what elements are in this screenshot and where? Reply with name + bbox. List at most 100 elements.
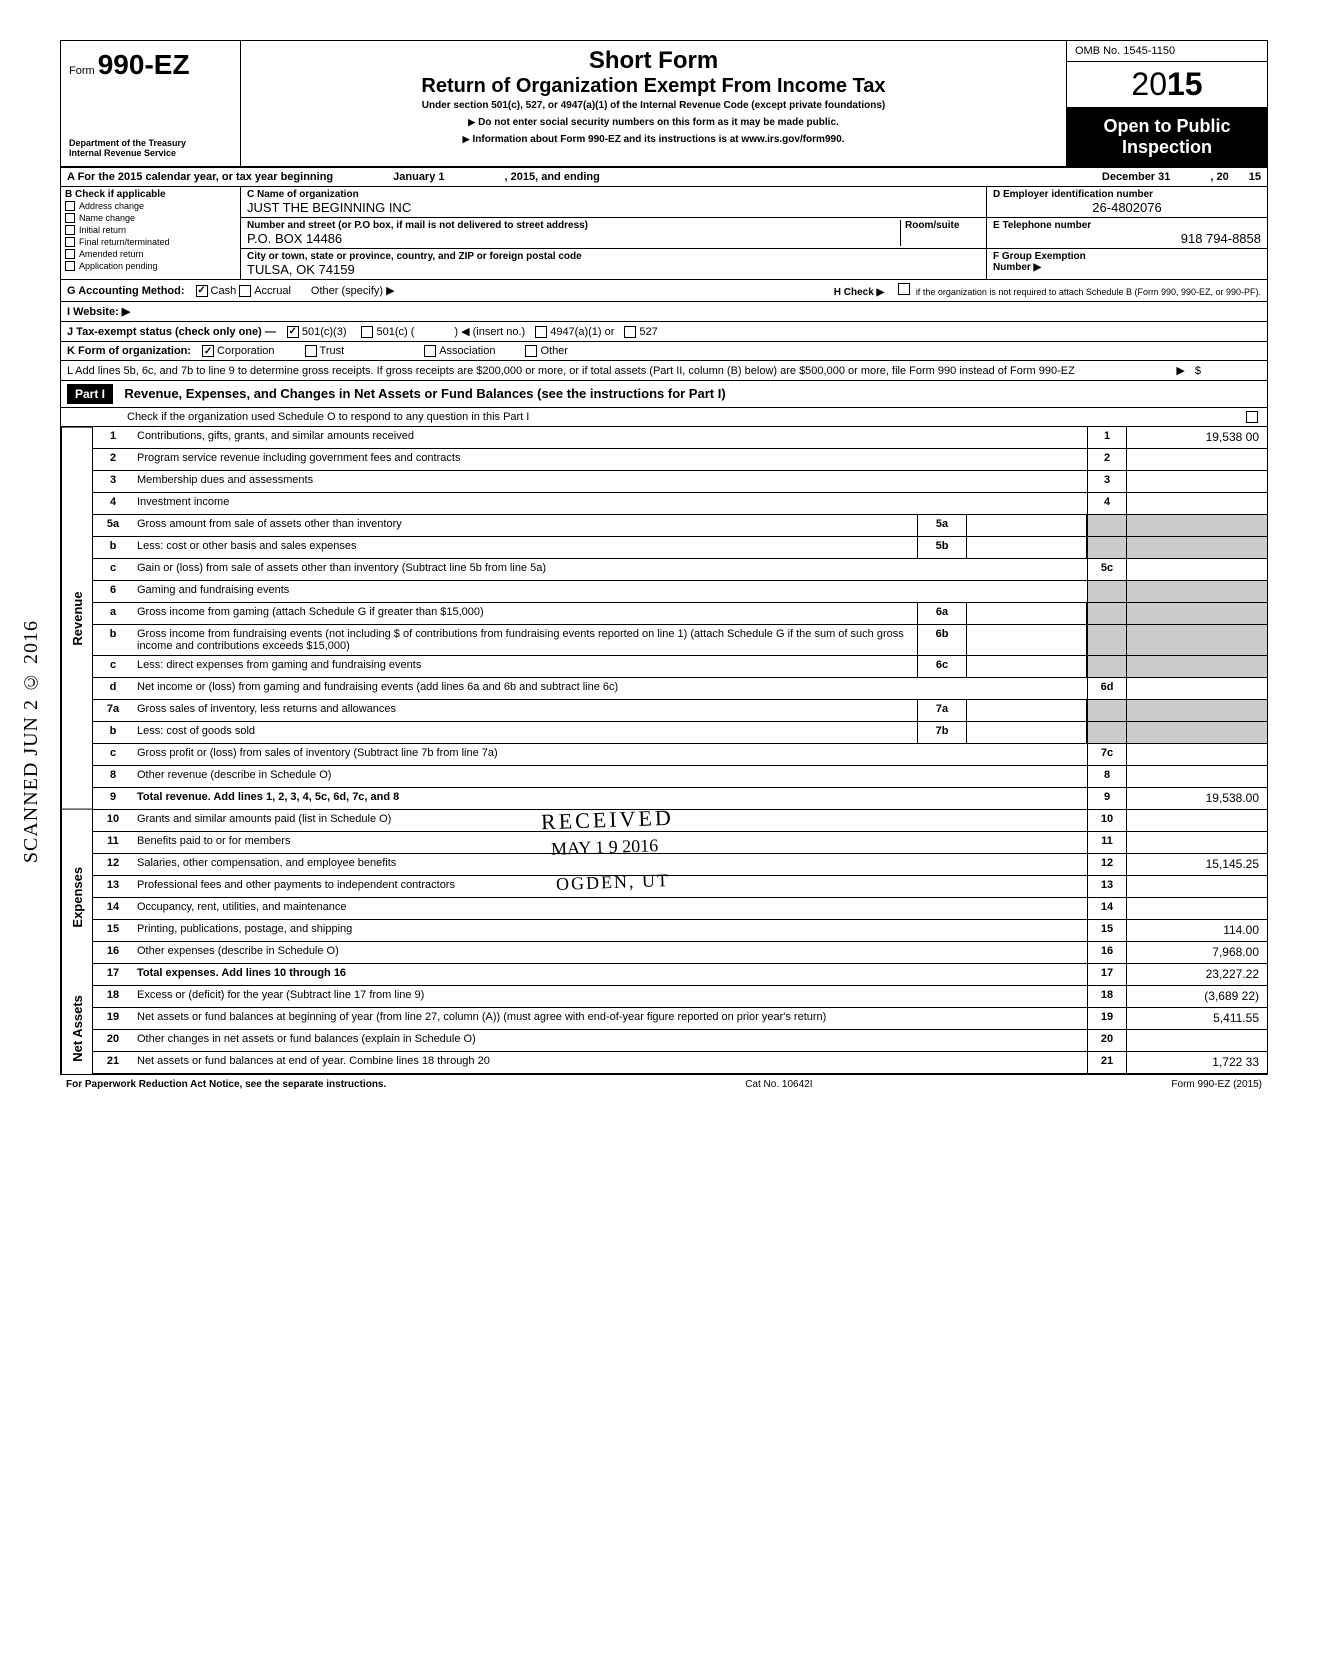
tax-year-end: December 31 xyxy=(1102,171,1171,183)
line-ref: 20 xyxy=(1087,1030,1127,1051)
amt-gray xyxy=(1127,656,1267,677)
org-addr: P.O. BOX 14486 xyxy=(247,231,900,246)
line-h-text: H Check ▶ xyxy=(834,287,884,298)
tax-year-begin: January 1 xyxy=(393,171,444,183)
checkbox-icon[interactable] xyxy=(65,249,75,259)
year-bold: 15 xyxy=(1167,66,1203,102)
line-10: 10Grants and similar amounts paid (list … xyxy=(93,810,1267,832)
line-desc: Other expenses (describe in Schedule O) xyxy=(133,942,1087,963)
mid-val xyxy=(967,656,1087,677)
line-2: 2Program service revenue including gover… xyxy=(93,449,1267,471)
rnum-gray xyxy=(1087,515,1127,536)
col-c: C Name of organization JUST THE BEGINNIN… xyxy=(241,187,987,279)
form-footer: For Paperwork Reduction Act Notice, see … xyxy=(60,1075,1268,1094)
line-18: 18Excess or (deficit) for the year (Subt… xyxy=(93,986,1267,1008)
line-11: 11Benefits paid to or for members11 xyxy=(93,832,1267,854)
checkbox-icon[interactable] xyxy=(65,237,75,247)
line-9: 9Total revenue. Add lines 1, 2, 3, 4, 5c… xyxy=(93,788,1267,810)
line-num: b xyxy=(93,625,133,655)
form-number-big: 990-EZ xyxy=(98,49,190,80)
line-ref: 18 xyxy=(1087,986,1127,1007)
assoc-checkbox[interactable] xyxy=(424,345,436,357)
corp-checkbox[interactable]: ✓ xyxy=(202,345,214,357)
mid-ref: 6c xyxy=(917,656,967,677)
line-desc: Gross income from fundraising events (no… xyxy=(133,625,917,655)
trust-label: Trust xyxy=(320,345,345,357)
4947-checkbox[interactable] xyxy=(535,326,547,338)
mid-val xyxy=(967,515,1087,536)
line-amount: (3,689 22) xyxy=(1127,986,1267,1007)
accrual-checkbox[interactable] xyxy=(239,285,251,297)
line-j-label: J Tax-exempt status (check only one) — xyxy=(67,326,276,338)
row-a-mid: , 2015, and ending xyxy=(505,171,600,183)
other-org-checkbox[interactable] xyxy=(525,345,537,357)
section-bcd: B Check if applicable Address changeName… xyxy=(61,187,1267,280)
expenses-label: Expenses xyxy=(61,809,93,984)
org-name: JUST THE BEGINNING INC xyxy=(247,200,980,215)
line-15: 15Printing, publications, postage, and s… xyxy=(93,920,1267,942)
trust-checkbox[interactable] xyxy=(305,345,317,357)
mid-ref: 5a xyxy=(917,515,967,536)
mid-val xyxy=(967,625,1087,655)
line-ref: 1 xyxy=(1087,427,1127,448)
mid-ref: 7b xyxy=(917,722,967,743)
line-ref: 15 xyxy=(1087,920,1127,941)
501c3-checkbox[interactable]: ✓ xyxy=(287,326,299,338)
line-c: cLess: direct expenses from gaming and f… xyxy=(93,656,1267,678)
line-desc: Contributions, gifts, grants, and simila… xyxy=(133,427,1087,448)
schedule-b-checkbox[interactable] xyxy=(898,283,910,295)
amt-gray xyxy=(1127,625,1267,655)
mid-ref: 6a xyxy=(917,603,967,624)
line-desc: Benefits paid to or for members xyxy=(133,832,1087,853)
line-ref: 11 xyxy=(1087,832,1127,853)
cash-label: Cash xyxy=(211,285,237,297)
line-num: b xyxy=(93,722,133,743)
line-desc: Gross sales of inventory, less returns a… xyxy=(133,700,917,721)
line-amount xyxy=(1127,1030,1267,1051)
line-desc: Less: cost or other basis and sales expe… xyxy=(133,537,917,558)
line-k: K Form of organization: ✓ Corporation Tr… xyxy=(61,342,1267,361)
line-num: 8 xyxy=(93,766,133,787)
mid-ref: 7a xyxy=(917,700,967,721)
line-14: 14Occupancy, rent, utilities, and mainte… xyxy=(93,898,1267,920)
cash-checkbox[interactable]: ✓ xyxy=(196,285,208,297)
line-ref: 17 xyxy=(1087,964,1127,985)
line-ref: 5c xyxy=(1087,559,1127,580)
checkbox-icon[interactable] xyxy=(65,225,75,235)
527-checkbox[interactable] xyxy=(624,326,636,338)
open-public-1: Open to Public xyxy=(1075,116,1259,137)
part1-table: Revenue Expenses Net Assets 1Contributio… xyxy=(61,427,1267,1074)
line-num: 15 xyxy=(93,920,133,941)
ssn-note: Do not enter social security numbers on … xyxy=(251,117,1056,128)
mid-val xyxy=(967,722,1087,743)
schedule-o-checkbox[interactable] xyxy=(1246,411,1258,423)
line-desc: Gaming and fundraising events xyxy=(133,581,1087,602)
org-city: TULSA, OK 74159 xyxy=(247,262,980,277)
line-desc: Total revenue. Add lines 1, 2, 3, 4, 5c,… xyxy=(133,788,1087,809)
check-label: Final return/terminated xyxy=(79,237,170,247)
line-desc: Professional fees and other payments to … xyxy=(133,876,1087,897)
line-desc: Salaries, other compensation, and employ… xyxy=(133,854,1087,875)
part1-title: Revenue, Expenses, and Changes in Net As… xyxy=(124,386,725,401)
checkbox-icon[interactable] xyxy=(65,261,75,271)
501c-checkbox[interactable] xyxy=(361,326,373,338)
line-ref: 2 xyxy=(1087,449,1127,470)
line-ref: 14 xyxy=(1087,898,1127,919)
527-label: 527 xyxy=(639,326,657,338)
line-b: bLess: cost or other basis and sales exp… xyxy=(93,537,1267,559)
checkbox-icon[interactable] xyxy=(65,201,75,211)
line-amount xyxy=(1127,832,1267,853)
line-desc: Gain or (loss) from sale of assets other… xyxy=(133,559,1087,580)
rnum-gray xyxy=(1087,722,1127,743)
scanned-stamp: SCANNED JUN 2 © 2016 xyxy=(20,620,43,863)
line-l-text: L Add lines 5b, 6c, and 7b to line 9 to … xyxy=(67,365,1166,377)
line-12: 12Salaries, other compensation, and empl… xyxy=(93,854,1267,876)
check-label: Amended return xyxy=(79,249,144,259)
check-amended-return: Amended return xyxy=(65,248,236,260)
line-1: 1Contributions, gifts, grants, and simil… xyxy=(93,427,1267,449)
dept-irs: Internal Revenue Service xyxy=(69,148,232,158)
checkbox-icon[interactable] xyxy=(65,213,75,223)
501c-label: 501(c) ( xyxy=(376,326,414,338)
form-prefix: Form xyxy=(69,65,95,77)
line-num: 20 xyxy=(93,1030,133,1051)
